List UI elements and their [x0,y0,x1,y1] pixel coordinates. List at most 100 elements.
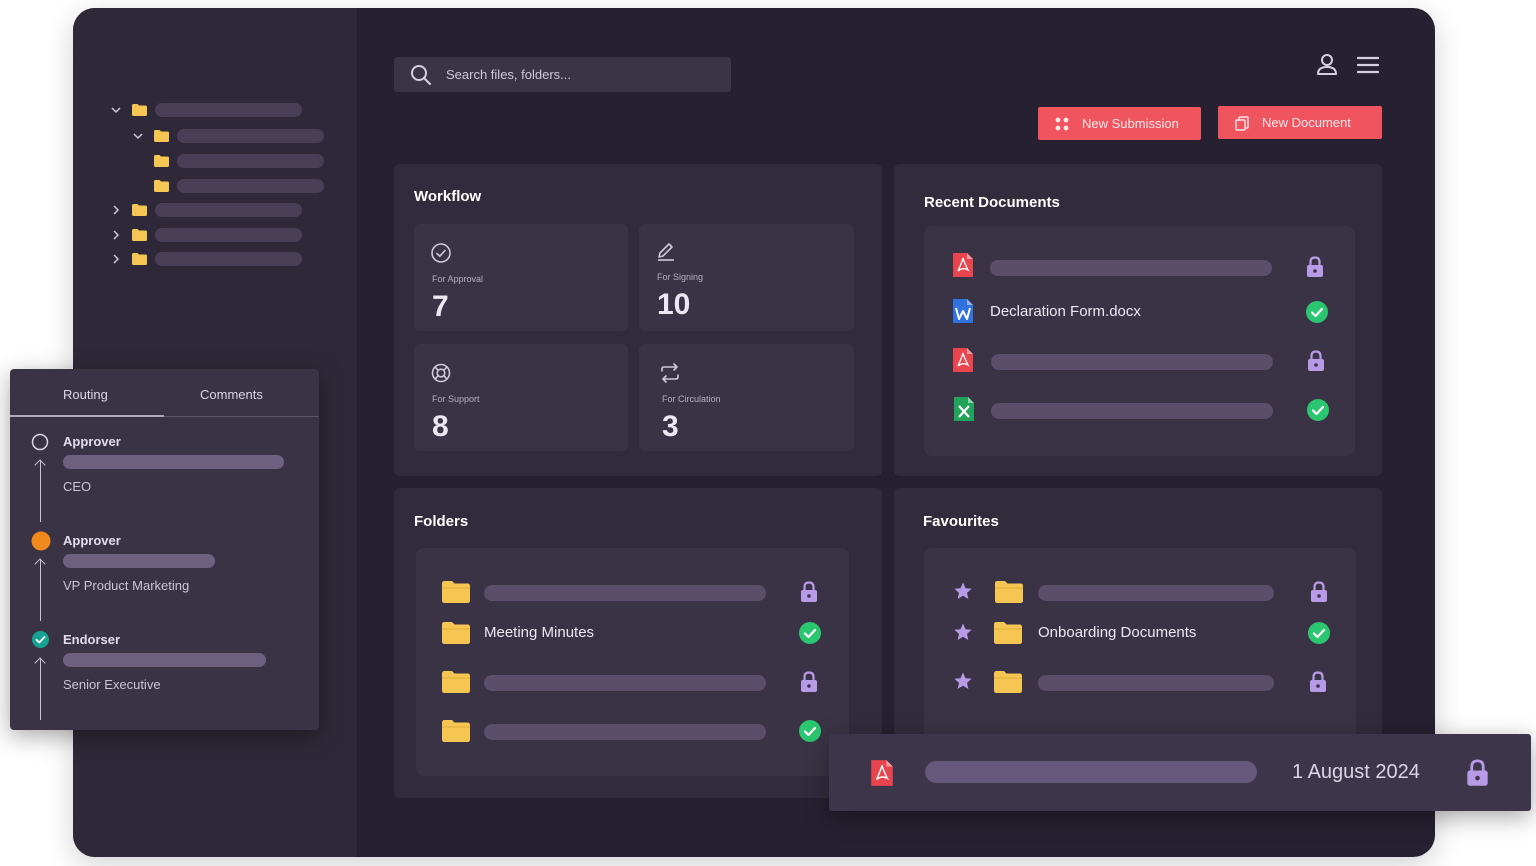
tree-node[interactable] [110,100,302,120]
workflow-card-for-circulation[interactable]: For Circulation 3 [639,344,854,451]
step-name-placeholder [63,554,215,568]
tab-divider [10,416,319,417]
favourite-name-placeholder [1038,585,1274,601]
workflow-card-for-approval[interactable]: For Approval 7 [414,224,628,331]
card-label: For Circulation [662,394,721,404]
star-icon[interactable] [953,622,973,642]
new-submission-button[interactable]: New Submission [1038,107,1201,140]
tree-node[interactable] [110,225,302,245]
workflow-card-for-support[interactable]: For Support 8 [414,344,628,451]
lock-icon [1308,350,1324,371]
word-file-icon [953,299,973,323]
check-circle-icon [799,622,821,644]
pen-icon [658,243,674,261]
tree-label-placeholder [177,154,324,168]
tree-label-placeholder [155,203,302,217]
tree-label-placeholder [155,252,302,266]
favourite-name[interactable]: Onboarding Documents [1038,624,1197,641]
arrow-up-connector [40,460,41,522]
menu-icon[interactable] [1355,52,1381,78]
document-name[interactable]: Declaration Form.docx [990,303,1141,320]
workflow-title: Workflow [414,188,482,205]
folder-icon [995,581,1023,603]
folder-icon [132,204,147,216]
copy-icon [1235,115,1249,131]
pdf-file-icon [871,760,893,786]
floating-document-row[interactable]: 1 August 2024 [829,734,1531,811]
chevron-down-icon[interactable] [132,130,144,142]
folder-icon [132,104,147,116]
tree-node[interactable] [154,151,324,171]
lock-icon [1307,256,1323,277]
folder-icon [442,622,470,644]
favourite-name-placeholder [1038,675,1274,691]
card-count: 7 [432,290,449,323]
repeat-icon [661,363,679,383]
step-role: Endorser [63,632,121,647]
card-count: 3 [662,410,679,443]
search-input[interactable] [446,67,706,82]
step-title: VP Product Marketing [63,578,190,593]
recent-documents-panel: Recent Documents Declaration Form.docx [894,164,1382,476]
step-role: Approver [63,533,121,548]
check-circle-icon [1307,399,1329,421]
tree-node[interactable] [154,176,324,196]
folder-icon [994,622,1022,644]
recent-documents-title: Recent Documents [924,194,1060,211]
chevron-right-icon[interactable] [110,253,122,265]
tree-node[interactable] [132,126,324,146]
tree-node[interactable] [110,200,302,220]
step-name-placeholder [63,455,284,469]
new-document-label: New Document [1262,115,1351,130]
search-bar[interactable] [394,57,731,92]
recent-documents-list: Declaration Form.docx [924,226,1355,456]
card-label: For Support [432,394,480,404]
pdf-file-icon [953,253,973,277]
chevron-right-icon[interactable] [110,204,122,216]
check-circle-icon [431,243,451,263]
card-label: For Approval [432,274,484,284]
favourites-title: Favourites [923,513,999,530]
folder-icon [442,581,470,603]
card-count: 8 [432,410,449,443]
check-circle-icon [1308,622,1330,644]
chevron-right-icon[interactable] [110,229,122,241]
tab-comments[interactable]: Comments [200,387,263,402]
lock-icon [1467,759,1488,786]
lock-icon [801,581,817,602]
folder-icon [132,229,147,241]
routing-panel: Routing Comments Approver CEO Approver V… [10,369,319,730]
grid-icon [1055,117,1069,130]
lock-icon [1310,671,1326,692]
card-label: For Signing [657,272,704,282]
pending-step-icon [31,433,49,451]
tree-node[interactable] [110,249,302,269]
workflow-card-for-signing[interactable]: For Signing 10 [639,224,854,331]
tab-routing[interactable]: Routing [63,387,108,402]
new-document-button[interactable]: New Document [1218,106,1382,139]
lock-icon [801,671,817,692]
tree-label-placeholder [177,179,324,193]
document-name-placeholder [925,761,1257,783]
star-icon[interactable] [953,581,973,601]
lock-icon [1311,581,1327,602]
user-icon[interactable] [1314,52,1340,78]
search-icon [411,64,431,85]
lifebuoy-icon [431,363,451,383]
folder-icon [154,130,169,142]
excel-file-icon [954,397,974,421]
active-tab-indicator [10,415,164,417]
folder-name-placeholder [484,675,766,691]
arrow-up-connector [40,559,41,621]
chevron-down-icon[interactable] [110,104,122,116]
folder-name[interactable]: Meeting Minutes [484,624,595,641]
document-name-placeholder [991,354,1273,370]
folder-name-placeholder [484,585,766,601]
star-icon[interactable] [953,671,973,691]
folder-icon [442,720,470,742]
arrow-up-connector [40,658,41,720]
workflow-panel: Workflow For Approval 7 For Signing 10 F… [394,164,882,476]
in-progress-step-icon [31,531,51,551]
step-title: Senior Executive [63,677,161,692]
tree-label-placeholder [155,228,302,242]
